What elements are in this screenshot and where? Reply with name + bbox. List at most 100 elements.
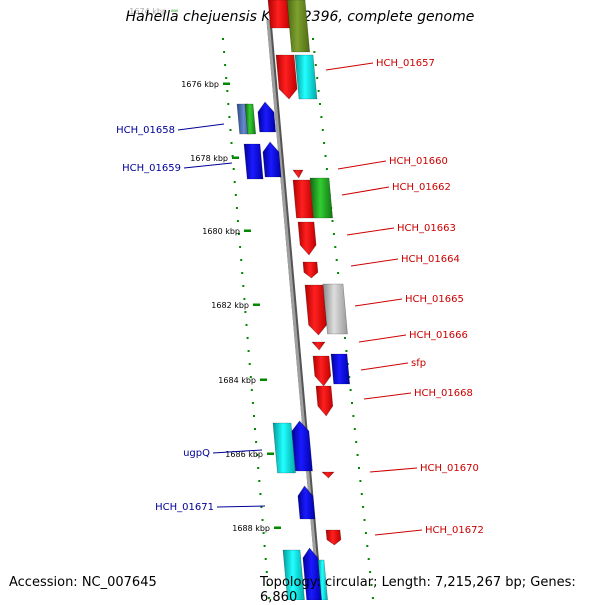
gene-feature-cyan (294, 54, 318, 100)
label-pointer-line (360, 362, 409, 371)
gene-label: HCH_01657 (376, 58, 435, 69)
gene-feature-red (325, 529, 342, 546)
gene-feature-olive (286, 0, 311, 53)
track-dot (266, 584, 269, 586)
gene-feature-blue (302, 547, 323, 600)
track-dot (367, 558, 370, 560)
label-pointer-line (325, 62, 374, 71)
track-dot (234, 194, 237, 196)
gene-feature-blue (291, 420, 313, 472)
track-dot (356, 454, 359, 456)
track-dot (250, 389, 253, 391)
track-dot (236, 220, 239, 222)
gene-features (236, 0, 351, 600)
track-dot (312, 38, 314, 40)
track-dot (255, 441, 258, 443)
track-dot (222, 38, 224, 40)
kbp-label: 1686 kbp (225, 450, 263, 459)
track-dot (345, 350, 348, 352)
gene-labels: HCH_01657 HCH_01660 HCH_01662 HCH_01663 HCH_… (116, 58, 484, 536)
track-dot (223, 51, 226, 53)
track-dot (262, 532, 265, 534)
track-dot (233, 181, 236, 183)
track-dot (224, 64, 227, 66)
label-pointer-line (358, 334, 407, 343)
gene-feature-red (304, 284, 327, 336)
track-dot (321, 129, 324, 131)
kbp-tick (274, 526, 281, 529)
track-dot (257, 467, 260, 469)
track-dot (265, 571, 268, 573)
track-dot (364, 532, 367, 534)
track-dot (314, 64, 317, 66)
gene-feature-green (244, 103, 257, 135)
gene-label: sfp (411, 358, 426, 369)
track-dot (351, 402, 353, 404)
gene-feature-cyan (272, 422, 296, 474)
track-dot (256, 454, 259, 456)
track-dot (344, 337, 346, 339)
kbp-tick (171, 9, 178, 12)
gene-label: HCH_01670 (420, 463, 479, 474)
gene-feature-blue (297, 485, 316, 520)
track-dot (226, 90, 229, 92)
track-dot (243, 298, 246, 300)
track-dot (244, 311, 247, 313)
track-dot (231, 155, 234, 157)
gene-feature-red (312, 355, 332, 387)
kbp-tick (232, 156, 239, 159)
track-dot (359, 480, 362, 482)
label-pointer-line (354, 298, 403, 307)
track-dot (320, 116, 323, 118)
track-dot (369, 571, 372, 573)
track-dot (241, 272, 244, 274)
track-dot (317, 90, 320, 92)
gene-feature-red (315, 385, 334, 417)
track-dot (239, 246, 242, 248)
track-dot (353, 428, 356, 430)
label-pointer-line (212, 449, 263, 454)
accession-text: Accession: NC_007645 (9, 575, 157, 590)
gene-feature-red (311, 341, 326, 351)
track-dot (238, 233, 240, 235)
track-dot (253, 415, 255, 417)
gene-feature-gray (322, 283, 348, 335)
gene-feature-red (302, 261, 319, 279)
track-dot (313, 51, 316, 53)
track-dot (260, 506, 263, 508)
label-pointer-line (350, 258, 399, 267)
kbp-scale: 1674 kbp 1676 kbp 1678 kbp 1680 kbp 1682 kbp… (129, 7, 281, 533)
kbp-label: 1680 kbp (202, 227, 240, 236)
track-dot (334, 246, 337, 248)
track-dot (254, 428, 256, 430)
kbp-tick (260, 378, 267, 381)
track-dot (259, 493, 262, 495)
kbp-label: 1678 kbp (190, 154, 228, 163)
gene-label: HCH_01671 (155, 502, 214, 513)
gene-feature-cyan (282, 549, 305, 600)
label-pointer-line (374, 529, 423, 536)
label-pointer-line (363, 392, 412, 400)
track-dot (235, 207, 238, 209)
gene-feature-cyan (317, 559, 328, 600)
track-dot (227, 103, 230, 105)
gene-label: HCH_01666 (409, 330, 468, 341)
gene-label: HCH_01668 (414, 388, 473, 399)
kbp-tick (223, 82, 230, 85)
track-dot (316, 77, 319, 79)
gene-feature-red (292, 179, 314, 219)
gene-feature-green (309, 177, 333, 219)
track-dot (360, 493, 363, 495)
label-pointer-line (177, 123, 225, 131)
gene-feature-red (297, 221, 317, 256)
label-pointer-line (183, 162, 233, 169)
track-dot (371, 597, 374, 599)
track-dot (319, 103, 321, 105)
gene-feature-blue (243, 143, 264, 180)
track-dot (245, 324, 248, 326)
track-dot (348, 376, 351, 378)
track-dot (247, 350, 250, 352)
track-dot (337, 272, 340, 274)
track-dot (249, 376, 252, 378)
